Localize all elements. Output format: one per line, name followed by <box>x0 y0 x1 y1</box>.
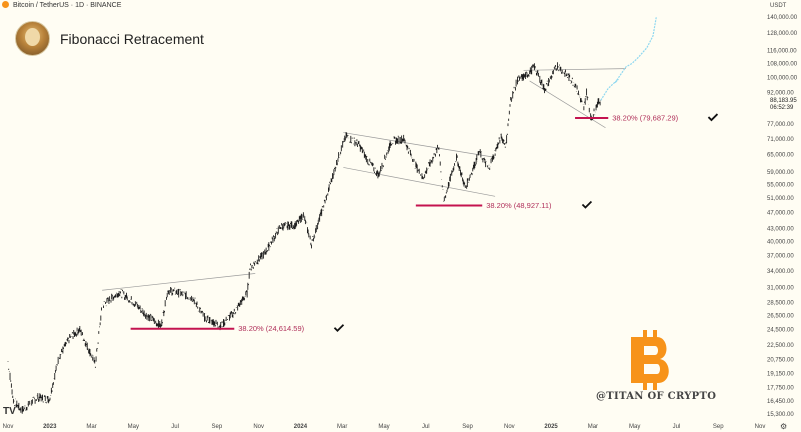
chart-title: Fibonacci Retracement <box>60 31 204 47</box>
channel-line <box>343 132 496 158</box>
x-tick-label: May <box>128 424 139 430</box>
fib-level-label: 38.20% (24,614.59) <box>238 324 304 333</box>
y-tick-label: 16,450.00 <box>767 399 794 405</box>
x-tick-label: Nov <box>755 424 766 430</box>
x-tick-label: Jul <box>673 424 681 430</box>
checkmark-icon <box>707 113 719 122</box>
watermark: @TITAN OF CRYPTO <box>596 391 717 402</box>
y-tick-label: 37,000.00 <box>767 254 794 260</box>
fib-level-label: 38.20% (79,687.29) <box>612 114 678 123</box>
author-avatar <box>15 21 50 56</box>
y-tick-label: 24,500.00 <box>767 328 794 334</box>
x-tick-label: Sep <box>713 424 724 430</box>
y-tick-label: 65,000.00 <box>767 153 794 159</box>
projection-path <box>600 16 657 101</box>
y-tick-label: 108,000.00 <box>767 62 798 68</box>
channel-line <box>343 167 496 197</box>
bitcoin-logo-icon <box>631 330 669 390</box>
candle-countdown: 06:52:39 <box>770 105 794 111</box>
price-candles <box>7 62 602 414</box>
y-tick-label: 28,500.00 <box>767 300 794 306</box>
y-tick-label: 59,000.00 <box>767 170 794 176</box>
y-tick-label: 20,750.00 <box>767 357 794 363</box>
y-tick-label: 128,000.00 <box>767 31 798 37</box>
y-tick-label: 40,000.00 <box>767 240 794 246</box>
x-tick-label: Mar <box>86 424 96 430</box>
y-tick-label: 55,000.00 <box>767 183 794 189</box>
currency-label[interactable]: USDT <box>770 3 787 9</box>
x-tick-label: Jul <box>171 424 179 430</box>
last-price-tag: 88,183.95 06:52:39 <box>770 98 797 112</box>
y-tick-label: 31,000.00 <box>767 285 794 291</box>
bitcoin-symbol-icon <box>2 1 9 8</box>
x-tick-label: Sep <box>212 424 223 430</box>
y-tick-label: 17,750.00 <box>767 385 794 391</box>
symbol-line: Bitcoin / TetherUS · 1D · BINANCE <box>12 2 122 9</box>
symbol-header: Bitcoin / TetherUS · 1D · BINANCE <box>2 1 121 9</box>
y-tick-label: 43,000.00 <box>767 227 794 233</box>
x-tick-label: 2025 <box>544 424 558 430</box>
x-tick-label: May <box>629 424 640 430</box>
avatar-face <box>25 28 40 46</box>
x-tick-label: 2023 <box>43 424 57 430</box>
x-tick-label: May <box>378 424 389 430</box>
x-tick-label: Mar <box>337 424 347 430</box>
tradingview-logo[interactable]: TV <box>3 406 16 417</box>
fib-level-label: 38.20% (48,927.11) <box>486 201 552 210</box>
channel-line <box>102 273 256 291</box>
x-tick-label: Nov <box>253 424 264 430</box>
y-tick-label: 26,500.00 <box>767 313 794 319</box>
y-tick-label: 47,000.00 <box>767 211 794 217</box>
y-tick-label: 77,000.00 <box>767 122 794 128</box>
checkmark-icon <box>333 324 345 333</box>
channel-line <box>523 68 626 71</box>
x-tick-label: Nov <box>504 424 515 430</box>
y-tick-label: 100,000.00 <box>767 75 798 81</box>
x-tick-label: Mar <box>588 424 598 430</box>
x-tick-label: Sep <box>462 424 473 430</box>
channel-line <box>529 80 606 129</box>
x-tick-label: Nov <box>3 424 14 430</box>
y-tick-label: 92,000.00 <box>767 90 794 96</box>
y-tick-label: 51,000.00 <box>767 196 794 202</box>
gear-icon[interactable]: ⚙ <box>780 422 788 431</box>
checkmark-icon <box>581 200 593 209</box>
y-tick-label: 71,000.00 <box>767 137 794 143</box>
y-tick-label: 15,300.00 <box>767 412 794 418</box>
y-tick-label: 34,000.00 <box>767 269 794 275</box>
x-tick-label: Jul <box>422 424 430 430</box>
y-tick-label: 116,000.00 <box>767 49 797 55</box>
x-tick-label: 2024 <box>294 424 308 430</box>
last-price-value: 88,183.95 <box>770 98 797 104</box>
y-tick-label: 19,150.00 <box>767 372 794 378</box>
y-tick-label: 140,000.00 <box>767 15 798 21</box>
y-tick-label: 22,500.00 <box>767 343 794 349</box>
